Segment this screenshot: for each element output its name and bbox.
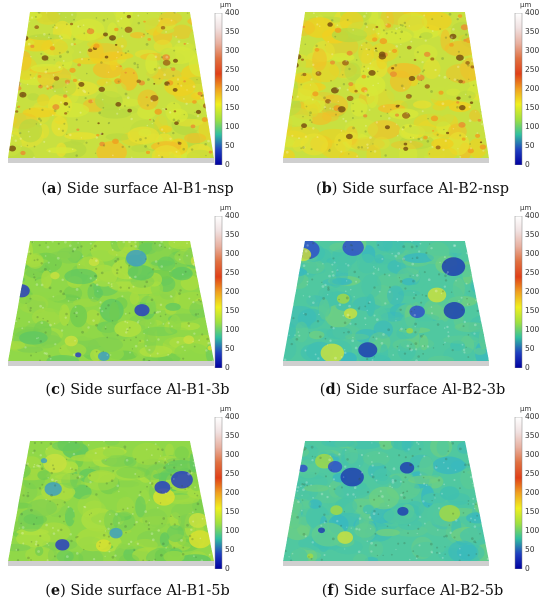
colorbar-tick: 100 bbox=[525, 325, 540, 334]
colorbar-unit: μm bbox=[520, 1, 532, 9]
colorbar-gradient bbox=[214, 417, 223, 569]
colorbar-tick: 50 bbox=[225, 344, 235, 353]
colorbar-tick: 0 bbox=[225, 160, 230, 169]
colorbar-tick: 0 bbox=[225, 363, 230, 372]
colorbar-gradient bbox=[514, 417, 523, 569]
colorbar-tick: 400 bbox=[525, 412, 540, 421]
colorbar-tick: 50 bbox=[225, 545, 235, 554]
colorbar-tick: 100 bbox=[525, 526, 540, 535]
caption-a: (a) Side surface Al-B1-nsp bbox=[41, 180, 234, 197]
colorbar-gradient bbox=[514, 13, 523, 165]
colorbar-tick: 400 bbox=[525, 211, 540, 220]
colorbar-tick: 250 bbox=[525, 65, 540, 74]
colorbar-unit: μm bbox=[520, 204, 532, 212]
surface-map-c bbox=[8, 241, 214, 366]
colorbar-tick: 0 bbox=[525, 363, 530, 372]
colorbar-d: μm 400 350 300 250 200 150 100 50 0 bbox=[514, 204, 550, 373]
colorbar-tick: 300 bbox=[525, 450, 540, 459]
colorbar-tick: 350 bbox=[525, 27, 540, 36]
colorbar-tick: 150 bbox=[525, 507, 540, 516]
colorbar-tick: 250 bbox=[525, 268, 540, 277]
colorbar-tick: 0 bbox=[525, 160, 530, 169]
caption-c: (c) Side surface Al-B1-3b bbox=[45, 381, 230, 398]
colorbar-tick: 150 bbox=[525, 103, 540, 112]
colorbar-tick: 0 bbox=[225, 564, 230, 573]
panel-c: μm 400 350 300 250 200 150 100 50 0 (c) Side surf… bbox=[0, 203, 275, 404]
colorbar-e: μm 400 350 300 250 200 150 100 50 0 bbox=[214, 405, 254, 574]
colorbar-tick: 300 bbox=[225, 46, 240, 55]
colorbar-tick: 350 bbox=[225, 27, 240, 36]
colorbar-tick: 150 bbox=[225, 507, 240, 516]
surface-map-d bbox=[283, 241, 489, 366]
surface-map-a bbox=[8, 12, 214, 163]
colorbar-tick: 150 bbox=[225, 103, 240, 112]
colorbar-tick: 250 bbox=[225, 469, 240, 478]
colorbar-tick: 50 bbox=[525, 545, 535, 554]
caption-f: (f) Side surface Al-B2-5b bbox=[321, 582, 504, 599]
colorbar-tick: 350 bbox=[225, 230, 240, 239]
panel-b: μm 400 350 300 250 200 150 100 50 0 (b) Side surf… bbox=[275, 0, 550, 201]
colorbar-f: μm 400 350 300 250 200 150 100 50 0 bbox=[514, 405, 550, 574]
colorbar-tick: 100 bbox=[225, 325, 240, 334]
colorbar-tick: 200 bbox=[525, 287, 540, 296]
caption-d: (d) Side surface Al-B2-3b bbox=[319, 381, 506, 398]
colorbar-tick: 250 bbox=[525, 469, 540, 478]
panel-d: μm 400 350 300 250 200 150 100 50 0 (d) Side surf… bbox=[275, 203, 550, 404]
colorbar-tick: 100 bbox=[225, 122, 240, 131]
colorbar-tick: 250 bbox=[225, 65, 240, 74]
colorbar-tick: 150 bbox=[525, 306, 540, 315]
colorbar-unit: μm bbox=[520, 405, 532, 413]
panel-e: μm 400 350 300 250 200 150 100 50 0 (e) Side surf… bbox=[0, 403, 275, 604]
colorbar-tick: 200 bbox=[225, 488, 240, 497]
colorbar-tick: 0 bbox=[525, 564, 530, 573]
colorbar-tick: 350 bbox=[525, 230, 540, 239]
colorbar-tick: 400 bbox=[225, 412, 240, 421]
colorbar-tick: 100 bbox=[225, 526, 240, 535]
colorbar-tick: 50 bbox=[525, 344, 535, 353]
colorbar-tick: 400 bbox=[225, 211, 240, 220]
colorbar-tick: 50 bbox=[525, 141, 535, 150]
colorbar-tick: 250 bbox=[225, 268, 240, 277]
colorbar-tick: 200 bbox=[525, 84, 540, 93]
colorbar-unit: μm bbox=[220, 1, 232, 9]
colorbar-gradient bbox=[514, 216, 523, 368]
colorbar-b: μm 400 350 300 250 200 150 100 50 0 bbox=[514, 1, 550, 170]
surface-map-f bbox=[283, 441, 489, 566]
colorbar-a: μm 400 350 300 250 200 150 100 50 0 bbox=[214, 1, 254, 170]
colorbar-gradient bbox=[214, 216, 223, 368]
colorbar-tick: 300 bbox=[525, 249, 540, 258]
colorbar-tick: 200 bbox=[225, 84, 240, 93]
colorbar-tick: 300 bbox=[525, 46, 540, 55]
colorbar-unit: μm bbox=[220, 204, 232, 212]
colorbar-tick: 350 bbox=[225, 431, 240, 440]
caption-b: (b) Side surface Al-B2-nsp bbox=[315, 180, 510, 197]
caption-e: (e) Side surface Al-B1-5b bbox=[45, 582, 230, 599]
surface-map-b bbox=[283, 12, 489, 163]
colorbar-tick: 200 bbox=[225, 287, 240, 296]
colorbar-tick: 400 bbox=[225, 8, 240, 17]
panel-f: μm 400 350 300 250 200 150 100 50 0 (f) Side surf… bbox=[275, 403, 550, 604]
colorbar-tick: 50 bbox=[225, 141, 235, 150]
surface-map-e bbox=[8, 441, 214, 566]
colorbar-tick: 400 bbox=[525, 8, 540, 17]
colorbar-tick: 100 bbox=[525, 122, 540, 131]
colorbar-tick: 350 bbox=[525, 431, 540, 440]
colorbar-c: μm 400 350 300 250 200 150 100 50 0 bbox=[214, 204, 254, 373]
colorbar-tick: 300 bbox=[225, 249, 240, 258]
colorbar-tick: 200 bbox=[525, 488, 540, 497]
colorbar-gradient bbox=[214, 13, 223, 165]
colorbar-tick: 300 bbox=[225, 450, 240, 459]
colorbar-unit: μm bbox=[220, 405, 232, 413]
colorbar-tick: 150 bbox=[225, 306, 240, 315]
panel-a: μm 400 350 300 250 200 150 100 50 0 (a) Side surf… bbox=[0, 0, 275, 201]
